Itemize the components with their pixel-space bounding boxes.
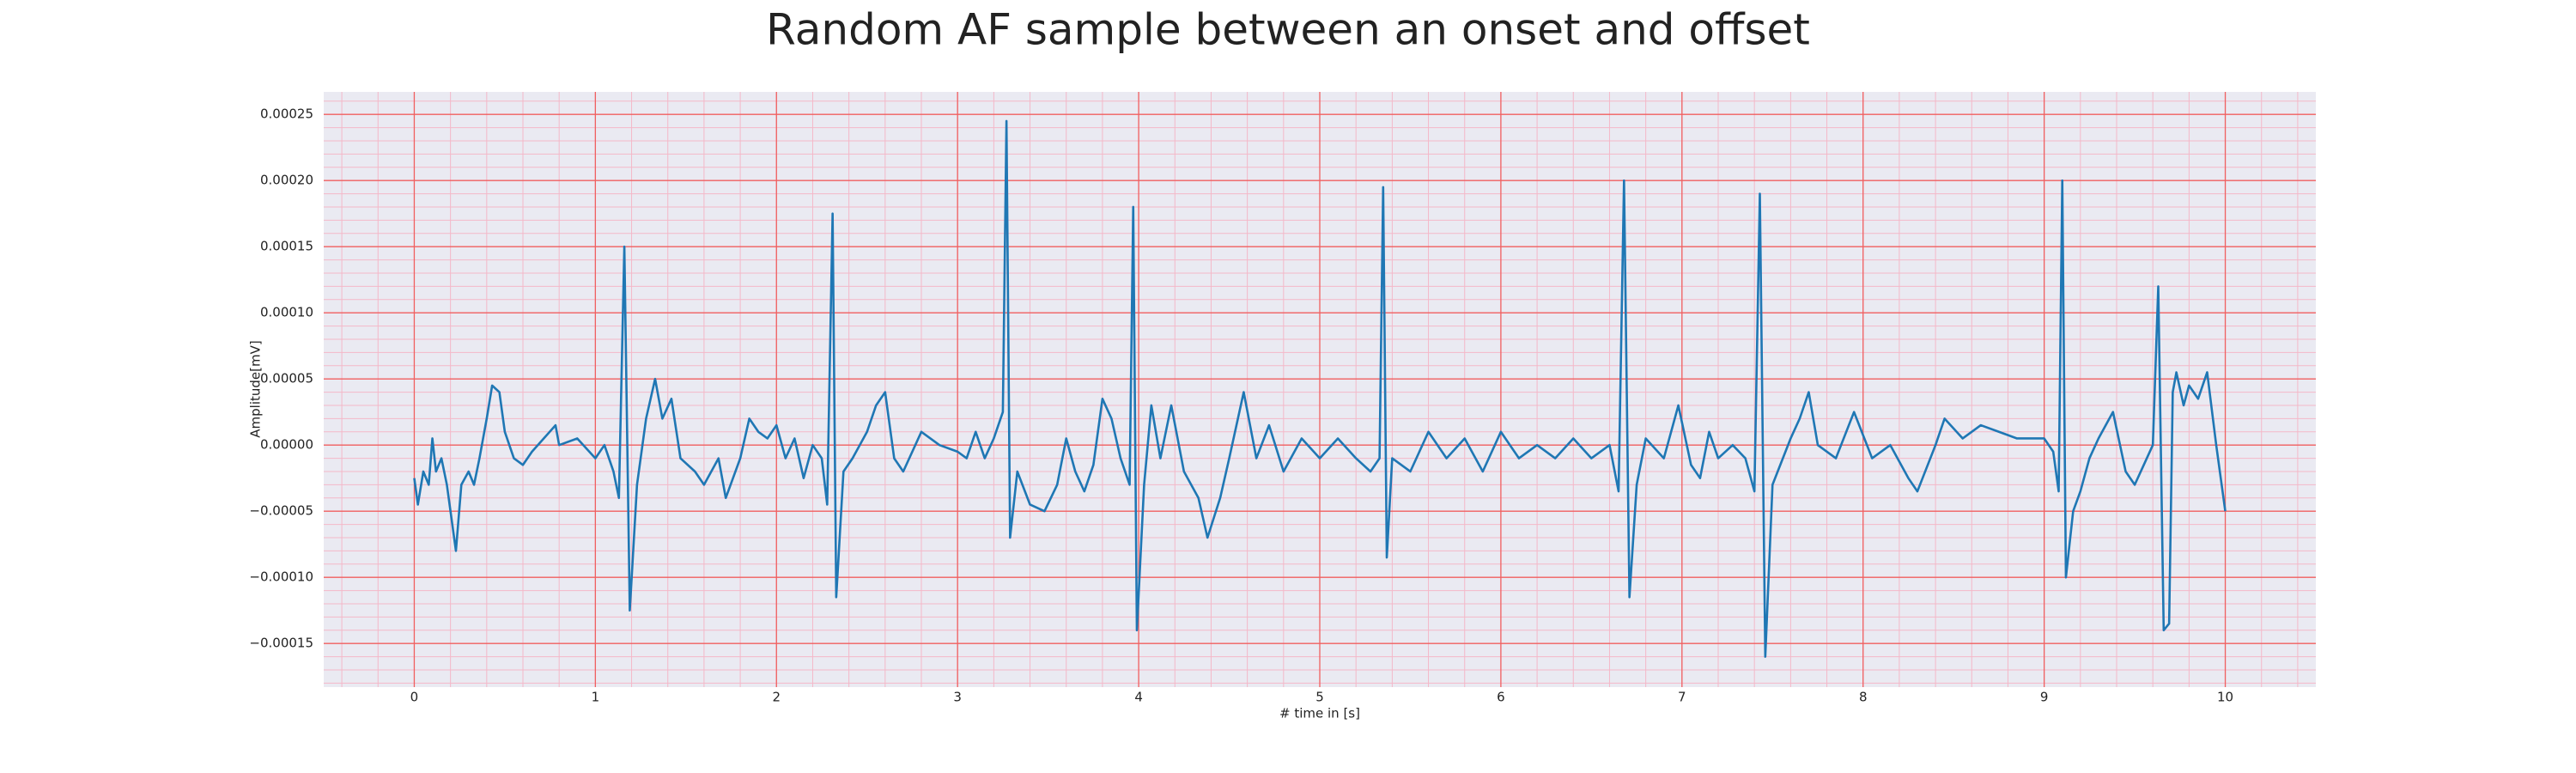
y-tick-label: −0.00005 [249,503,313,519]
x-tick-label: 2 [772,690,781,705]
y-tick-label: 0.00015 [260,239,313,254]
y-tick-label: 0.00000 [260,437,313,453]
y-tick-label: 0.00025 [260,107,313,122]
y-tick-label: −0.00015 [249,636,313,651]
y-tick-label: 0.00010 [260,305,313,320]
y-tick-label: 0.00020 [260,173,313,188]
x-tick-label: 1 [592,690,600,705]
plot-lines [413,119,2227,658]
y-tick-label: 0.00005 [260,371,313,386]
signal-line [413,119,2227,658]
chart-title: Random AF sample between an onset and of… [766,5,1810,55]
grid [324,92,2316,687]
y-tick-label: −0.00010 [249,569,313,585]
x-tick-label: 9 [2040,690,2049,705]
x-tick-label: 6 [1497,690,1505,705]
x-tick-label: 3 [953,690,962,705]
x-tick-label: 4 [1134,690,1143,705]
x-tick-label: 10 [2217,690,2233,705]
x-tick-label: 5 [1315,690,1324,705]
y-axis-label: Amplitude[mV] [248,340,264,437]
x-axis-label: # time in [s] [1279,706,1360,721]
x-tick-label: 0 [410,690,419,705]
x-tick-label: 7 [1678,690,1686,705]
x-tick-label: 8 [1859,690,1868,705]
